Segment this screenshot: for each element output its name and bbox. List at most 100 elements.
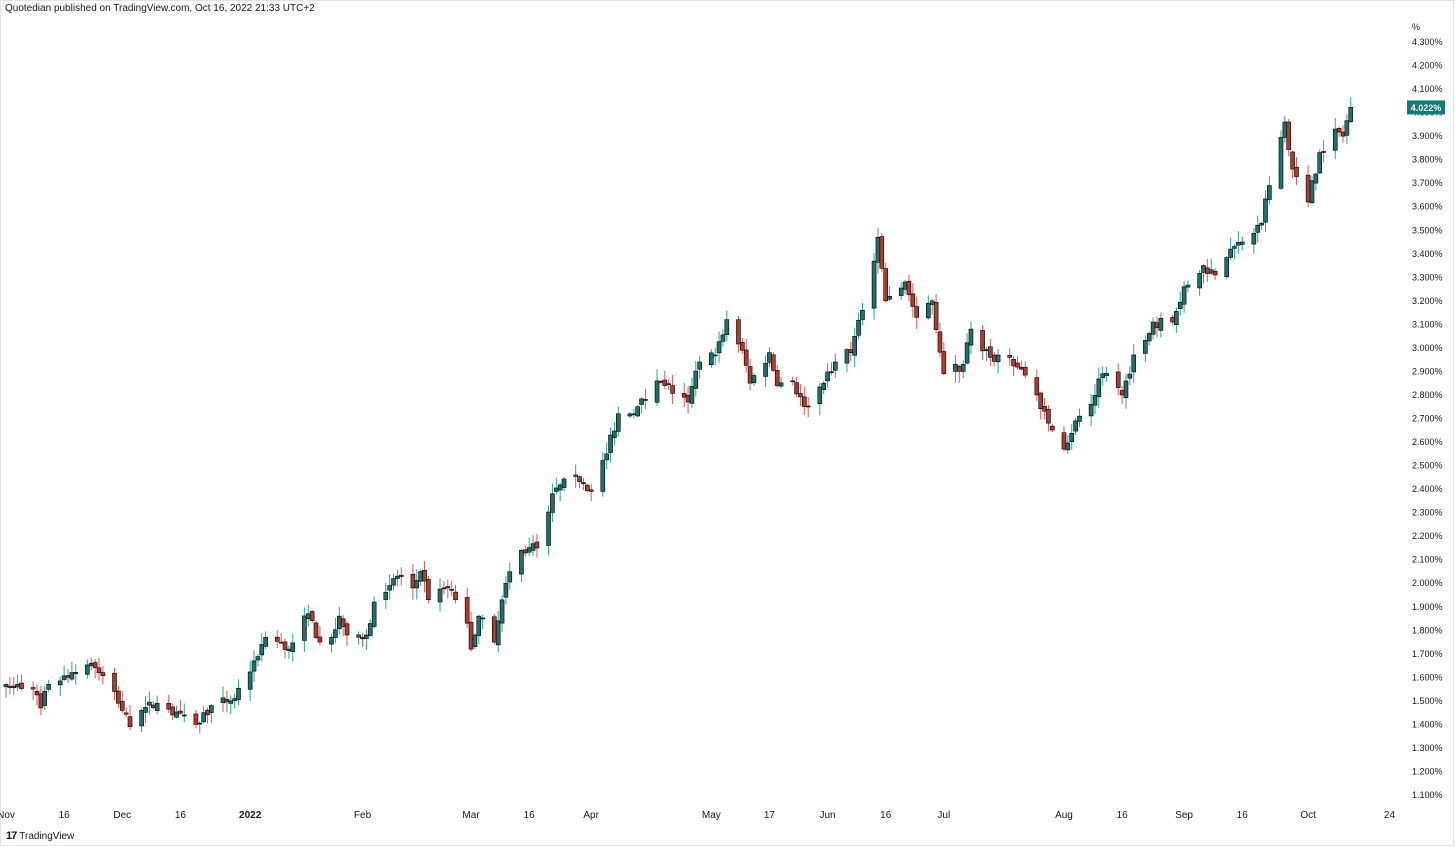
time-tick-label: 17 bbox=[764, 810, 776, 821]
candle bbox=[968, 321, 974, 355]
candle bbox=[771, 351, 776, 373]
candle bbox=[1181, 281, 1187, 313]
candle bbox=[305, 604, 311, 627]
candle bbox=[34, 684, 40, 706]
candle bbox=[906, 274, 912, 302]
candle bbox=[340, 615, 346, 637]
price-tick-label: 3.600% bbox=[1412, 202, 1443, 212]
candle bbox=[1340, 125, 1346, 143]
price-tick-label: 2.200% bbox=[1412, 531, 1443, 541]
candle bbox=[879, 233, 885, 272]
candle bbox=[1309, 175, 1315, 205]
time-tick-label: Dec bbox=[113, 810, 131, 821]
candle bbox=[957, 364, 962, 383]
price-tick-label: 2.100% bbox=[1412, 555, 1443, 565]
candle bbox=[790, 376, 795, 386]
candle bbox=[1096, 367, 1102, 408]
candle bbox=[112, 667, 117, 701]
candle bbox=[747, 358, 753, 391]
candle bbox=[988, 338, 993, 367]
footer-brand[interactable]: 17 TradingView bbox=[6, 830, 74, 842]
candle bbox=[302, 607, 307, 652]
candle bbox=[1131, 344, 1137, 383]
candle bbox=[600, 451, 606, 497]
candle bbox=[984, 346, 989, 362]
candle bbox=[612, 422, 617, 446]
price-tick-label: 2.900% bbox=[1412, 366, 1443, 376]
price-tick-label: 4.300% bbox=[1412, 37, 1443, 47]
candle bbox=[88, 657, 94, 671]
candle bbox=[387, 574, 392, 600]
candle bbox=[1317, 149, 1323, 175]
tradingview-logo-icon: 17 bbox=[6, 830, 17, 842]
candle bbox=[902, 280, 908, 295]
candle bbox=[282, 638, 288, 659]
candle bbox=[557, 482, 563, 502]
candle bbox=[398, 567, 404, 586]
candle bbox=[116, 686, 121, 708]
candle bbox=[174, 705, 179, 719]
candle bbox=[550, 483, 555, 522]
price-tick-label: 3.000% bbox=[1412, 343, 1443, 353]
last-price-label: 4.022% bbox=[1407, 100, 1445, 115]
candle bbox=[1154, 317, 1160, 338]
candle bbox=[1065, 434, 1071, 454]
candle bbox=[170, 703, 175, 721]
candle bbox=[709, 349, 714, 368]
candle bbox=[1185, 280, 1191, 293]
candle bbox=[546, 505, 551, 556]
candle bbox=[224, 690, 230, 713]
candle bbox=[286, 645, 292, 659]
candle bbox=[743, 338, 749, 373]
candle bbox=[383, 582, 389, 609]
candle bbox=[1290, 150, 1295, 179]
price-tick-label: 1.900% bbox=[1412, 602, 1443, 612]
candle bbox=[639, 397, 644, 414]
candle bbox=[220, 686, 226, 712]
candle bbox=[693, 360, 699, 397]
price-tick-label: 1.700% bbox=[1412, 649, 1443, 659]
candle bbox=[445, 579, 451, 599]
candle bbox=[499, 595, 505, 632]
candle bbox=[209, 704, 214, 724]
price-tick-label: 2.800% bbox=[1412, 390, 1443, 400]
candle bbox=[778, 376, 784, 389]
candle bbox=[57, 676, 63, 696]
time-axis[interactable]: Nov 16 Dec 16 2022 Feb Mar 16 Apr May 17 Jun 16 Jul Au… bbox=[0, 810, 1395, 821]
time-tick-label: 16 bbox=[880, 810, 892, 821]
candle bbox=[1119, 386, 1125, 405]
candle bbox=[1038, 391, 1044, 420]
candle bbox=[856, 313, 861, 339]
candle bbox=[1228, 237, 1233, 261]
candle bbox=[426, 576, 431, 604]
candle bbox=[1177, 291, 1183, 316]
time-tick-label: Apr bbox=[583, 810, 599, 821]
candle bbox=[1115, 363, 1121, 396]
price-axis[interactable]: % 1.100% 1.200% 1.300% 1.400% 1.500% 1.600% 1.7… bbox=[1412, 22, 1443, 800]
candle bbox=[232, 693, 237, 709]
candle bbox=[666, 379, 671, 391]
candle bbox=[588, 483, 594, 502]
candle bbox=[395, 569, 400, 586]
candle bbox=[833, 353, 838, 378]
candle bbox=[585, 483, 590, 493]
candle bbox=[313, 620, 319, 639]
candle bbox=[11, 676, 17, 695]
candle bbox=[573, 464, 578, 488]
candle bbox=[825, 363, 830, 388]
time-tick-label: Jun bbox=[820, 810, 836, 821]
candle bbox=[1050, 423, 1055, 433]
author-name[interactable]: Quotedian bbox=[5, 3, 52, 14]
price-tick-label: 3.100% bbox=[1412, 319, 1443, 329]
candle bbox=[1174, 307, 1179, 333]
candle bbox=[197, 721, 203, 734]
candle bbox=[46, 679, 51, 693]
candle bbox=[1236, 231, 1241, 254]
candle bbox=[852, 327, 858, 367]
candle bbox=[371, 596, 377, 629]
candle bbox=[464, 587, 470, 628]
time-tick-label: 16 bbox=[1117, 810, 1129, 821]
candle bbox=[422, 561, 427, 593]
candle bbox=[763, 355, 768, 387]
